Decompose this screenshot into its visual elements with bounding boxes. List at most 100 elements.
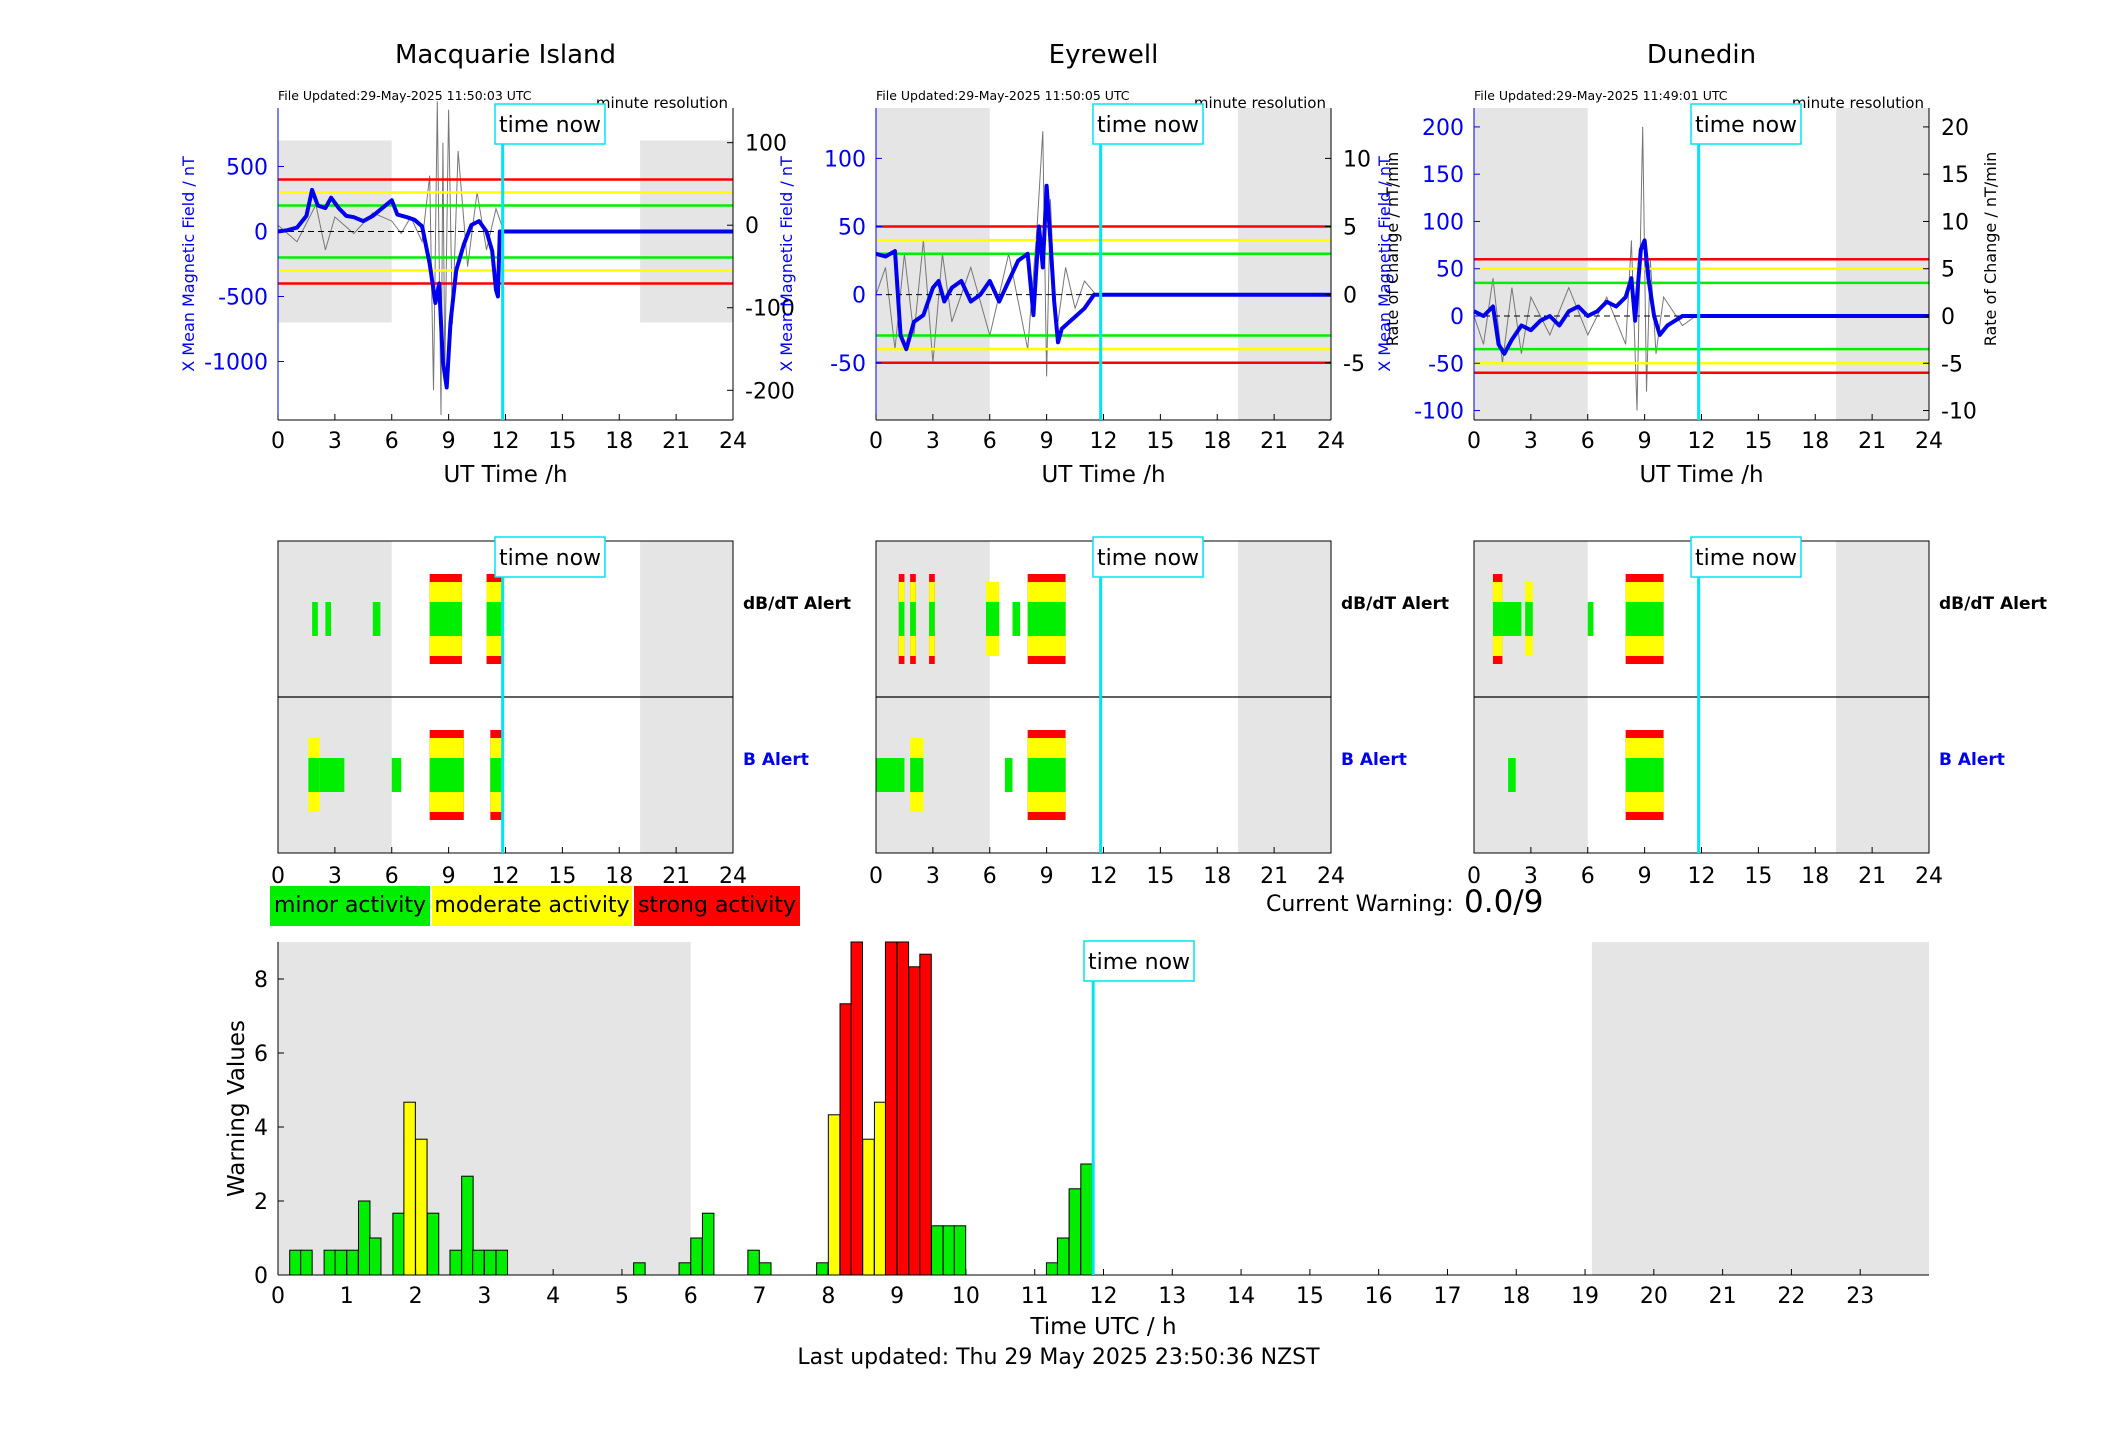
x-tick-label: 16 bbox=[1365, 1284, 1393, 1309]
magnetic-field-line bbox=[277, 187, 733, 390]
warning-bar bbox=[289, 1249, 302, 1276]
x-tick-label: 18 bbox=[605, 429, 633, 454]
station-title: Macquarie Island bbox=[395, 40, 616, 70]
x-tick-label: 9 bbox=[442, 864, 456, 889]
y-tick-label-left: -500 bbox=[218, 286, 268, 311]
x-tick-label: 13 bbox=[1158, 1284, 1186, 1309]
y-tick-label-right: 0 bbox=[1941, 305, 1955, 330]
now-marker-top-0-label: time now bbox=[499, 113, 601, 138]
y-tick-label-right: 0 bbox=[745, 214, 759, 239]
warning-bar bbox=[1068, 1188, 1082, 1276]
x-tick-label: 21 bbox=[1858, 864, 1886, 889]
warning-bar bbox=[426, 1212, 440, 1276]
x-tick-label: 9 bbox=[890, 1284, 904, 1309]
x-tick-label: 6 bbox=[1581, 864, 1595, 889]
warning-bar bbox=[495, 1249, 509, 1276]
x-tick-label: 10 bbox=[952, 1284, 980, 1309]
dbdt-alert-block bbox=[1525, 602, 1533, 636]
y-tick-label-right: 100 bbox=[745, 132, 787, 157]
b-alert-block bbox=[319, 758, 345, 792]
warning-bar bbox=[678, 1262, 692, 1276]
warning-bar bbox=[747, 1249, 760, 1276]
alert-panel-1: 0 3 6 9 12 15 18 21 24 dB/dT Alert B Alert bbox=[869, 540, 1449, 889]
now-marker-top-1-box bbox=[1092, 103, 1204, 145]
x-tick-label: 18 bbox=[1801, 429, 1829, 454]
x-tick-label: 12 bbox=[1090, 429, 1118, 454]
x-tick-label: 21 bbox=[662, 864, 690, 889]
b-alert-block bbox=[429, 758, 464, 792]
x-tick-label: 2 bbox=[409, 1284, 423, 1309]
station-panel-1: 0 3 6 9 12 15 18 21 24100500-501050-5EyrewellFil… bbox=[777, 40, 1402, 488]
y-tick-label-left: 100 bbox=[824, 147, 866, 172]
now-marker-alert-1-box bbox=[1092, 536, 1204, 578]
y-tick-label-right: -10 bbox=[1941, 400, 1977, 425]
now-marker-alert-0-box bbox=[494, 536, 606, 578]
warning-bar bbox=[472, 1249, 485, 1276]
dbdt-alert-block bbox=[1625, 602, 1664, 636]
b-alert-label: B Alert bbox=[1939, 750, 2005, 770]
x-tick-label: 3 bbox=[328, 429, 342, 454]
y-tick-label-left: -50 bbox=[1428, 352, 1464, 377]
x-tick-label: 18 bbox=[1801, 864, 1829, 889]
x-tick-label: 12 bbox=[492, 429, 520, 454]
dbdt-alert-label: dB/dT Alert bbox=[743, 594, 851, 614]
dbdt-alert-block bbox=[312, 602, 318, 636]
resolution-label: minute resolution bbox=[596, 94, 728, 112]
x-tick-label: 14 bbox=[1227, 1284, 1255, 1309]
warning-bar bbox=[323, 1249, 337, 1276]
warning-bar bbox=[483, 1249, 497, 1276]
y-tick-label-right: 0 bbox=[1343, 284, 1357, 309]
y-tick-label-left: 150 bbox=[1422, 163, 1464, 188]
warning-bar bbox=[942, 1225, 956, 1276]
x-tick-label: 12 bbox=[1090, 1284, 1118, 1309]
station-panel-0: 0 3 6 9 12 15 18 21 24 500 0 -500 -1000 100 0 -100 -200 M… bbox=[179, 40, 795, 488]
x-tick-label: 1 bbox=[340, 1284, 354, 1309]
x-tick-label: 6 bbox=[1581, 429, 1595, 454]
x-tick-label: 6 bbox=[385, 864, 399, 889]
alert-panel-0: 0 3 6 9 12 15 18 21 24 dB/dT Alert B Alert bbox=[271, 540, 851, 889]
x-tick-label: 24 bbox=[1317, 429, 1345, 454]
warning-bar bbox=[827, 1114, 841, 1276]
b-alert-block bbox=[1625, 758, 1664, 792]
y-axis-label-left: X Mean Magnetic Field / nT bbox=[777, 156, 796, 372]
dbdt-alert-label: dB/dT Alert bbox=[1341, 594, 1449, 614]
dbdt-alert-block bbox=[1027, 602, 1066, 636]
warning-bar-chart: 0 1 2 3 4 5 6 7 8 9 10 11 12 13 14 15 16 17 18 19 20 21 22 2302… bbox=[224, 941, 1929, 1340]
legend-strong: strong activity bbox=[634, 886, 800, 926]
dbdt-alert-block bbox=[1502, 602, 1522, 636]
b-alert-label: B Alert bbox=[1341, 750, 1407, 770]
file-updated: File Updated:29-May-2025 11:50:05 UTC bbox=[876, 88, 1130, 103]
warning-bar bbox=[690, 1237, 703, 1276]
x-tick-label: 3 bbox=[1524, 864, 1538, 889]
b-alert-block bbox=[1027, 758, 1066, 792]
x-tick-label: 15 bbox=[548, 864, 576, 889]
x-tick-label: 3 bbox=[926, 429, 940, 454]
warning-bar bbox=[816, 1262, 829, 1276]
warning-bar bbox=[908, 966, 921, 1276]
b-alert-block bbox=[1004, 758, 1013, 792]
x-tick-label: 0 bbox=[869, 429, 883, 454]
warning-bar bbox=[346, 1249, 359, 1276]
b-alert-block bbox=[490, 758, 502, 792]
dbdt-alert-block bbox=[910, 602, 916, 636]
warning-bar bbox=[461, 1175, 474, 1276]
x-tick-label: 12 bbox=[492, 864, 520, 889]
x-tick-label: 6 bbox=[983, 864, 997, 889]
station-title: Dunedin bbox=[1647, 40, 1756, 70]
dbdt-alert-block bbox=[929, 602, 935, 636]
legend-minor: minor activity bbox=[270, 886, 430, 926]
x-tick-label: 12 bbox=[1688, 864, 1716, 889]
y-tick-label-left: 50 bbox=[838, 216, 866, 241]
x-tick-label: 0 bbox=[271, 429, 285, 454]
x-tick-label: 7 bbox=[753, 1284, 767, 1309]
x-tick-label: 3 bbox=[477, 1284, 491, 1309]
x-tick-label: 9 bbox=[1040, 864, 1054, 889]
x-tick-label: 15 bbox=[1146, 429, 1174, 454]
y-axis-label-left: X Mean Magnetic Field / nT bbox=[179, 156, 198, 372]
warning-bar bbox=[300, 1249, 313, 1276]
y-tick-label-left: 50 bbox=[1436, 258, 1464, 283]
warning-bar bbox=[953, 1225, 967, 1276]
x-tick-label: 22 bbox=[1777, 1284, 1805, 1309]
now-marker-alert-2-box bbox=[1690, 536, 1802, 578]
y-tick-label-right: -200 bbox=[745, 379, 795, 404]
